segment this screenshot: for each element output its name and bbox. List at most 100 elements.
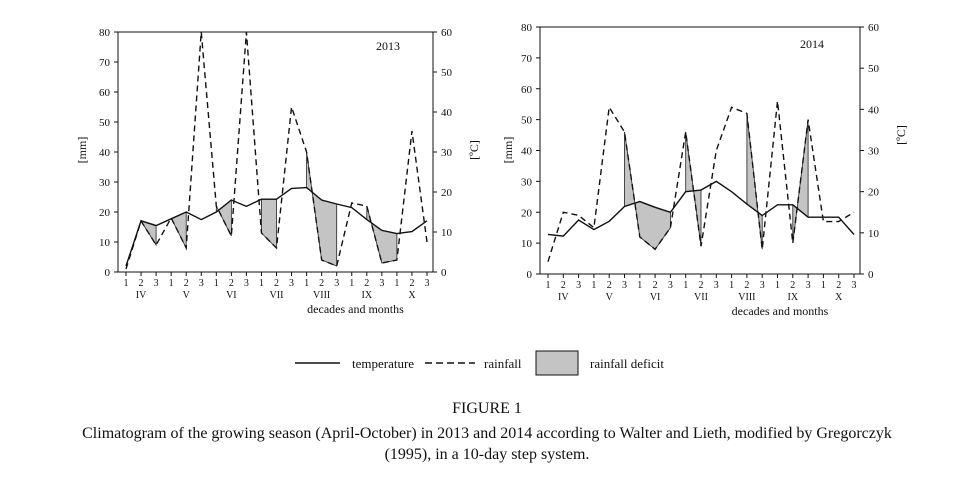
decade-tick-label: 1	[591, 280, 596, 291]
decade-tick-label: 3	[199, 278, 204, 289]
month-label: VIII	[738, 292, 755, 303]
left-axis-tick-label: 60	[99, 87, 111, 99]
chart-year-title: 2013	[376, 39, 400, 53]
month-label: IV	[558, 292, 569, 303]
month-label: IV	[136, 290, 147, 301]
left-axis-tick-label: 30	[99, 177, 111, 189]
decade-tick-label: 3	[760, 280, 765, 291]
month-label: VI	[226, 290, 237, 301]
right-axis-tick-label: 20	[441, 187, 453, 199]
left-axis-tick-label: 10	[521, 238, 533, 250]
decade-tick-label: 3	[622, 280, 627, 291]
x-axis-title: decades and months	[732, 304, 829, 318]
left-axis-tick-label: 60	[521, 84, 533, 96]
left-axis-tick-label: 40	[99, 147, 111, 159]
decade-tick-label: 1	[124, 278, 129, 289]
left-axis-title: [mm]	[501, 137, 515, 164]
decade-tick-label: 3	[244, 278, 249, 289]
left-axis-tick-label: 50	[99, 117, 111, 129]
decade-tick-label: 3	[334, 278, 339, 289]
figure-label: FIGURE 1	[452, 400, 522, 417]
decade-tick-label: 2	[561, 280, 566, 291]
month-label: X	[408, 290, 416, 301]
legend-deficit-label: rainfall deficit	[590, 356, 664, 371]
right-axis-tick-label: 0	[441, 267, 447, 279]
left-axis-tick-label: 70	[99, 57, 111, 69]
decade-tick-label: 1	[349, 278, 354, 289]
right-axis-tick-label: 20	[868, 187, 880, 199]
month-label: IX	[788, 292, 799, 303]
month-label: VIII	[313, 290, 330, 301]
month-label: V	[183, 290, 191, 301]
left-axis-tick-label: 0	[105, 267, 111, 279]
legend-deficit-swatch	[535, 350, 579, 376]
temperature-line	[547, 180, 855, 237]
left-axis-tick-label: 40	[521, 146, 533, 158]
month-label: VII	[270, 290, 284, 301]
decade-tick-label: 1	[304, 278, 309, 289]
decade-tick-label: 3	[714, 280, 719, 291]
decade-tick-label: 1	[169, 278, 174, 289]
right-axis-tick-label: 60	[868, 22, 880, 34]
right-axis-tick-label: 0	[868, 269, 874, 281]
decade-tick-label: 2	[364, 278, 369, 289]
right-axis-tick-label: 30	[441, 147, 453, 159]
left-axis-tick-label: 80	[521, 22, 533, 34]
decade-tick-label: 2	[319, 278, 324, 289]
right-axis-title: [ºC]	[467, 140, 481, 160]
month-label: VI	[650, 292, 661, 303]
decade-tick-label: 1	[683, 280, 688, 291]
left-axis-tick-label: 30	[521, 176, 533, 188]
left-axis-tick-label: 20	[521, 207, 533, 219]
right-axis-tick-label: 40	[868, 104, 880, 116]
decade-tick-label: 1	[259, 278, 264, 289]
decade-tick-label: 3	[154, 278, 159, 289]
decade-tick-label: 2	[836, 280, 841, 291]
decade-tick-label: 3	[289, 278, 294, 289]
decade-tick-label: 2	[139, 278, 144, 289]
right-axis-tick-label: 50	[868, 63, 880, 75]
decade-tick-label: 2	[653, 280, 658, 291]
decade-tick-label: 3	[379, 278, 384, 289]
left-axis-tick-label: 0	[527, 269, 533, 281]
series-lines	[125, 32, 428, 270]
decade-tick-label: 3	[806, 280, 811, 291]
chart-year-title: 2014	[800, 37, 824, 51]
decade-tick-label: 2	[274, 278, 279, 289]
decade-tick-label: 2	[607, 280, 612, 291]
rainfall-deficit-area	[306, 151, 338, 267]
rainfall-deficit-area	[624, 131, 671, 250]
decade-tick-label: 3	[576, 280, 581, 291]
month-label: VII	[694, 292, 708, 303]
rainfall-line	[125, 32, 428, 270]
series-lines	[547, 101, 855, 262]
month-label: IX	[362, 290, 373, 301]
decade-tick-label: 2	[699, 280, 704, 291]
left-axis-tick-label: 10	[99, 237, 111, 249]
right-axis-tick-label: 30	[868, 146, 880, 158]
left-axis-title: [mm]	[75, 137, 89, 164]
rainfall-line	[547, 101, 855, 262]
left-axis-tick-label: 50	[521, 115, 533, 127]
decade-tick-label: 2	[229, 278, 234, 289]
right-axis-tick-label: 10	[441, 227, 453, 239]
rainfall-deficit-area	[366, 205, 398, 264]
month-label: V	[606, 292, 614, 303]
decade-tick-label: 1	[821, 280, 826, 291]
decade-tick-label: 2	[184, 278, 189, 289]
decade-tick-label: 1	[214, 278, 219, 289]
figure-caption-line2: (1995), in a 10-day step system.	[384, 446, 590, 463]
legend-temperature-label: temperature	[352, 356, 414, 371]
decade-tick-label: 1	[637, 280, 642, 291]
decade-tick-label: 3	[425, 278, 430, 289]
decade-tick-label: 3	[852, 280, 857, 291]
right-axis-tick-label: 60	[441, 27, 453, 39]
decade-tick-label: 2	[790, 280, 795, 291]
legend-rainfall-label: rainfall	[484, 356, 522, 371]
decade-tick-label: 3	[668, 280, 673, 291]
right-axis-title: [ºC]	[894, 125, 908, 145]
figure-caption: Climatogram of the growing season (April…	[0, 423, 974, 465]
